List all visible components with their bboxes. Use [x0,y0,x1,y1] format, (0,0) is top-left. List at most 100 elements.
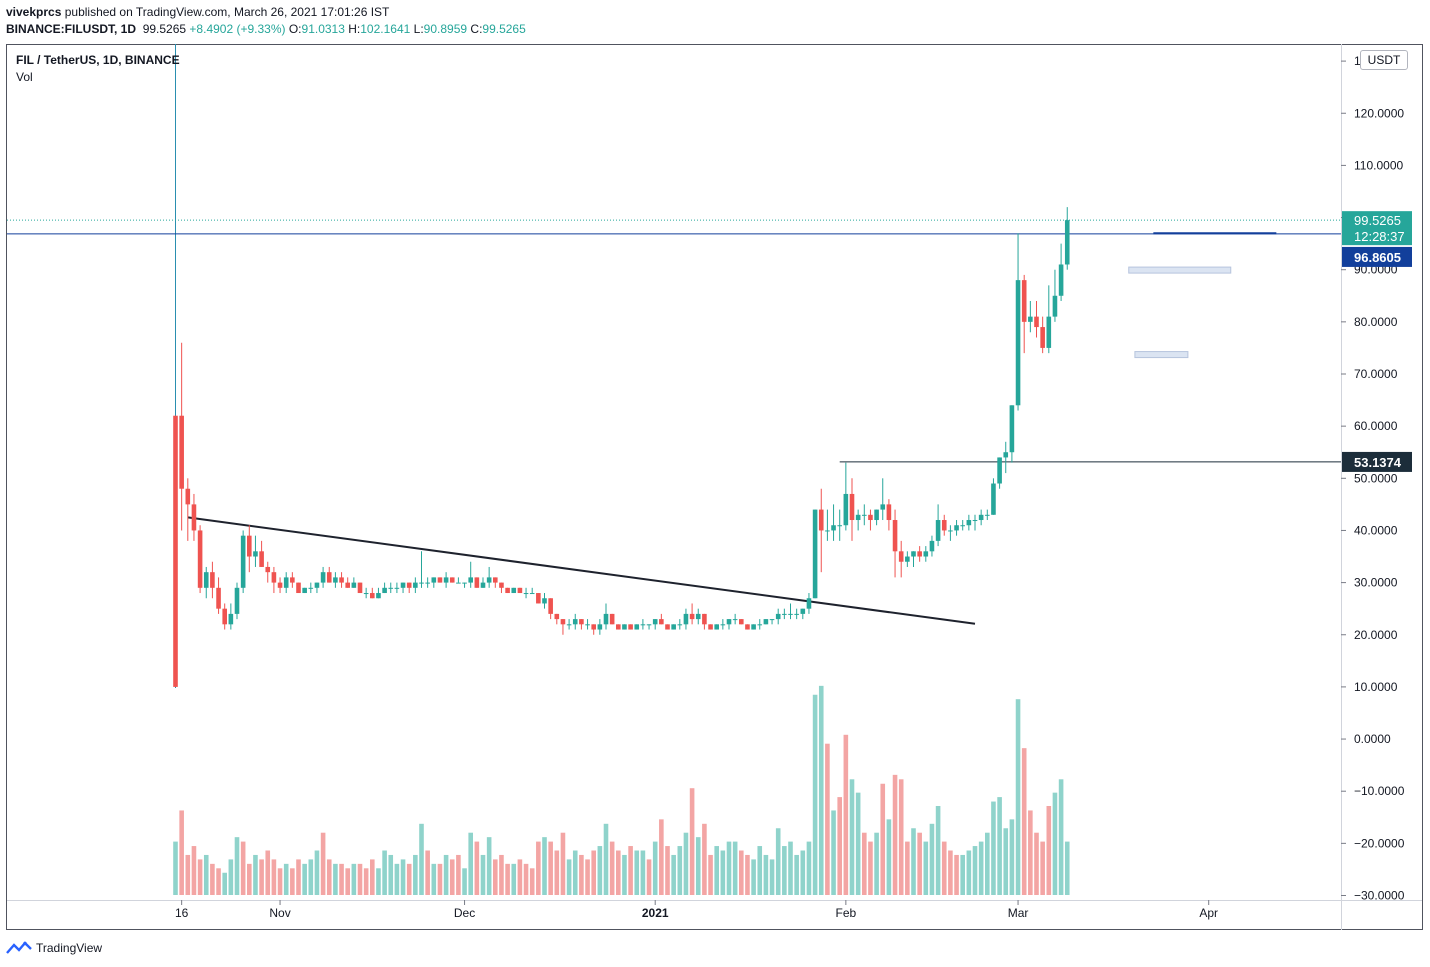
volume-bar [197,859,203,895]
candle-body [695,613,701,620]
volume-bar [290,868,295,895]
candle-body [308,587,314,589]
candle-body [862,514,867,516]
candle-body [855,514,861,521]
volume-bar [683,832,689,895]
volume-bar [702,823,707,895]
volume-bar [646,859,652,895]
volume-bar [419,823,424,895]
candle-body [1003,452,1009,458]
volume-bar [751,859,756,895]
footer: TradingView [6,940,102,956]
candle-body [905,556,910,562]
volume-bar [616,850,621,895]
volume-bar [585,859,590,895]
volume-bar [357,863,363,895]
candle-body [493,577,498,583]
candle-body [191,504,197,531]
candle-body [818,509,824,531]
volume-bar [1003,828,1009,895]
footer-brand[interactable]: TradingView [36,941,103,955]
volume-bar [880,783,886,895]
volume-bar [413,854,418,895]
volume-bar [425,850,430,895]
high-label: H: [348,22,361,36]
volume-bar [376,868,381,895]
volume-bar [548,841,553,895]
volume-bar [825,743,830,895]
volume-bar [486,837,492,895]
candle-body [253,551,258,557]
volume-bar [351,863,357,895]
author-name[interactable]: vivekprcs [6,5,62,19]
volume-bar [449,859,455,895]
volume-legend[interactable]: Vol [16,70,33,84]
y-tick-label: 110.0000 [1354,158,1403,172]
candle-body [1015,280,1021,406]
candle-body [751,624,756,630]
publish-text: published on TradingView.com, March 26, … [61,5,390,19]
candle-body [370,593,375,599]
candle-body [812,509,818,599]
volume-bar [591,850,596,895]
candle-body [874,509,879,521]
volume-bar [308,859,314,895]
volume-bar [210,863,215,895]
candle-body [554,613,560,620]
candle-body [265,566,271,573]
candle-body [499,582,504,588]
candle-body [585,624,590,626]
candle-body [597,624,603,630]
candle-body [1021,280,1027,322]
volume-bar [554,850,560,895]
candle-body [1046,316,1052,348]
volume-bar [511,863,517,895]
candle-body [978,514,984,521]
series-legend[interactable]: FIL / TetherUS, 1D, BINANCE [16,53,180,67]
y-tick-label: −20.0000 [1354,836,1405,850]
candle-body [296,582,301,594]
volume-bar [326,859,332,895]
volume-bar [978,841,984,895]
volume-bar [363,868,369,895]
y-tick-label: 10.0000 [1354,680,1398,694]
candle-body [972,520,978,522]
candle-body [702,613,707,625]
last-price-badge [1342,211,1412,246]
chart-frame [6,44,1423,930]
candle-body [333,577,338,583]
volume-bar [739,850,744,895]
volume-bar [708,854,713,895]
symbol-label: BINANCE:FILUSDT, 1D [6,22,137,36]
volume-bar [536,841,541,895]
candle-body [689,613,695,620]
candle-body [794,613,799,615]
volume-bar [972,846,978,895]
candle-body [769,619,775,621]
volume-bar [917,832,922,895]
currency-button[interactable]: USDT [1360,50,1408,70]
candle-body [935,520,941,541]
volume-bar [259,859,264,895]
candle-body [1052,295,1058,317]
candle-body [357,582,363,594]
candle-body [714,624,719,630]
candle-body [468,577,473,583]
candle-body [603,613,609,625]
candle-body [456,582,461,584]
candle-body [320,572,326,583]
candle-body [388,587,394,589]
candle-body [529,593,535,595]
trendline [187,516,976,625]
candle-body [960,525,965,527]
candle-body [1009,405,1015,453]
candle-body [837,525,842,527]
volume-bar [732,841,738,895]
candle-body [954,525,959,531]
candle-body [173,415,178,687]
candle-body [806,598,812,609]
candle-body [283,577,289,588]
last-price: 99.5265 [142,22,187,36]
close-value: 99.5265 [482,22,526,36]
